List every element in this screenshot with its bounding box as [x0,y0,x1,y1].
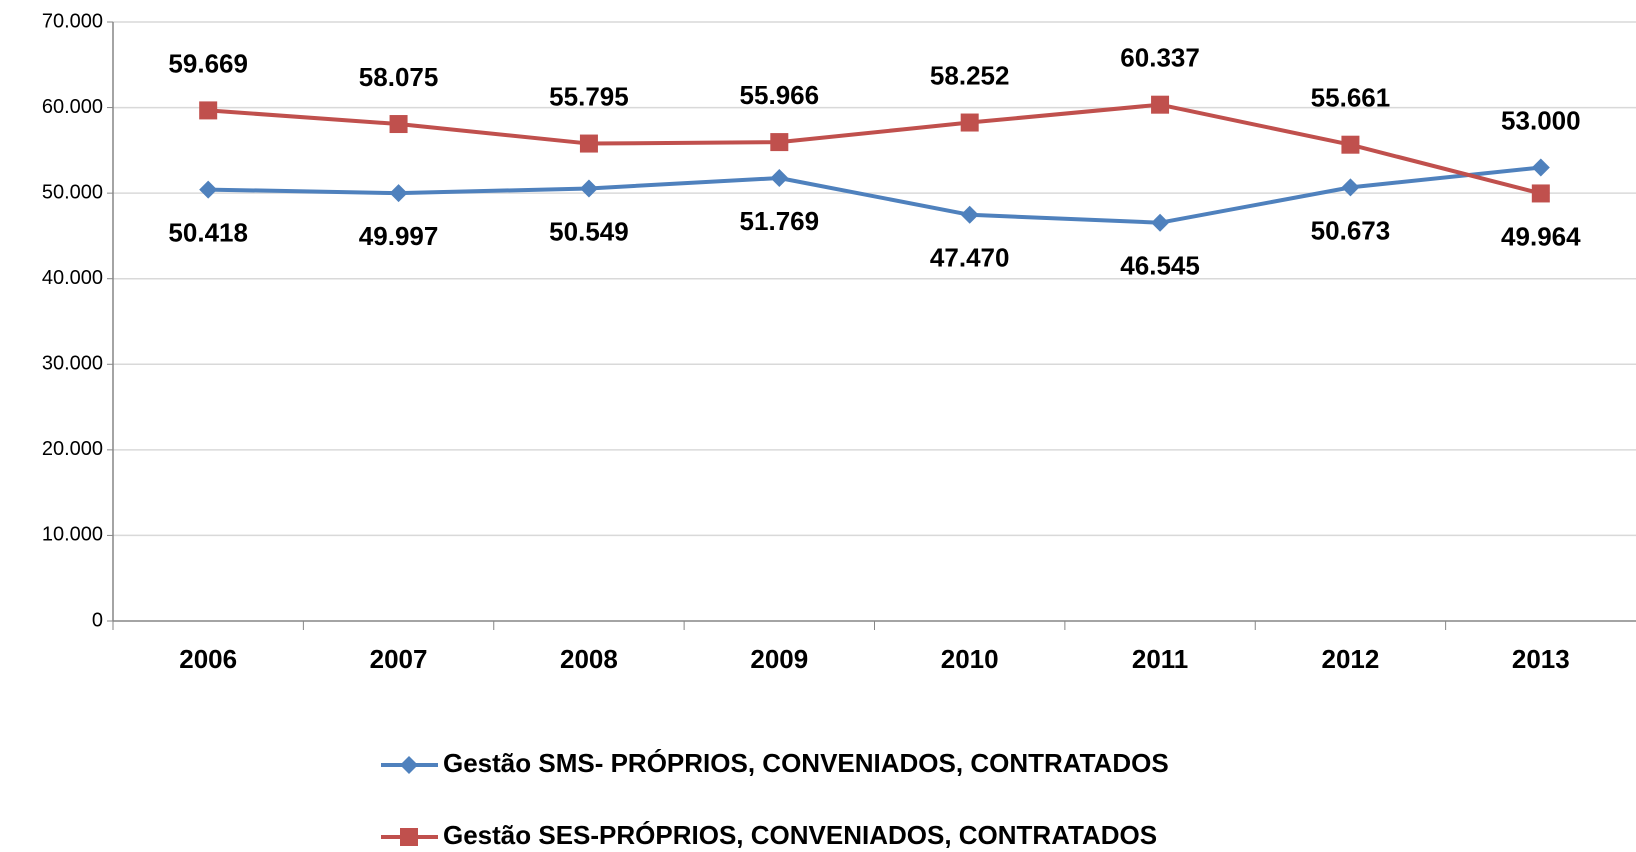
data-point [579,179,598,198]
data-point [389,115,408,134]
x-tick-label: 2013 [1512,644,1570,674]
data-label: 49.997 [359,221,439,251]
data-point [1151,213,1170,232]
data-point [1151,95,1170,114]
data-label: 47.470 [930,243,1010,273]
data-label: 55.795 [549,81,629,111]
series-line [208,102,1542,196]
data-point [960,205,979,224]
x-tick-label: 2011 [1132,644,1188,674]
y-tick-label: 70.000 [42,10,103,32]
data-point [389,184,408,203]
x-tick-label: 2006 [179,644,237,674]
data-label: 58.075 [359,62,439,92]
data-label: 55.661 [1311,83,1391,113]
data-label: 55.966 [740,80,820,110]
data-point [199,101,218,120]
legend-label: Gestão SMS- PRÓPRIOS, CONVENIADOS, CONTR… [443,748,1169,778]
data-point [579,134,598,153]
data-label: 58.252 [930,60,1010,90]
x-tick-label: 2012 [1322,644,1380,674]
x-tick-label: 2009 [750,644,808,674]
y-tick-label: 10.000 [42,524,103,546]
data-point [770,169,789,188]
data-label: 49.964 [1501,221,1581,251]
legend-marker [400,756,418,774]
legend-label: Gestão SES-PRÓPRIOS, CONVENIADOS, CONTRA… [443,820,1157,850]
y-tick-label: 50.000 [42,181,103,203]
data-point [1341,135,1360,154]
data-label: 46.545 [1120,251,1200,281]
series-line [208,165,1542,225]
x-tick-label: 2008 [560,644,618,674]
data-point [960,113,979,132]
data-point [1531,184,1550,203]
data-point [1531,158,1550,177]
x-tick-label: 2010 [941,644,999,674]
y-tick-label: 20.000 [42,438,103,460]
y-tick-label: 60.000 [42,96,103,118]
data-point [770,133,789,152]
data-label: 51.769 [740,206,820,236]
data-point [199,180,218,199]
y-tick-label: 40.000 [42,267,103,289]
data-label: 50.418 [168,217,248,247]
data-label: 50.673 [1311,215,1391,245]
data-label: 60.337 [1120,43,1200,73]
data-label: 50.549 [549,216,629,246]
x-tick-label: 2007 [370,644,428,674]
y-tick-label: 30.000 [42,353,103,375]
y-tick-label: 0 [92,609,103,631]
data-label: 59.669 [168,48,248,78]
data-label: 53.000 [1501,105,1581,135]
data-point [1341,178,1360,197]
legend-marker [400,828,418,846]
